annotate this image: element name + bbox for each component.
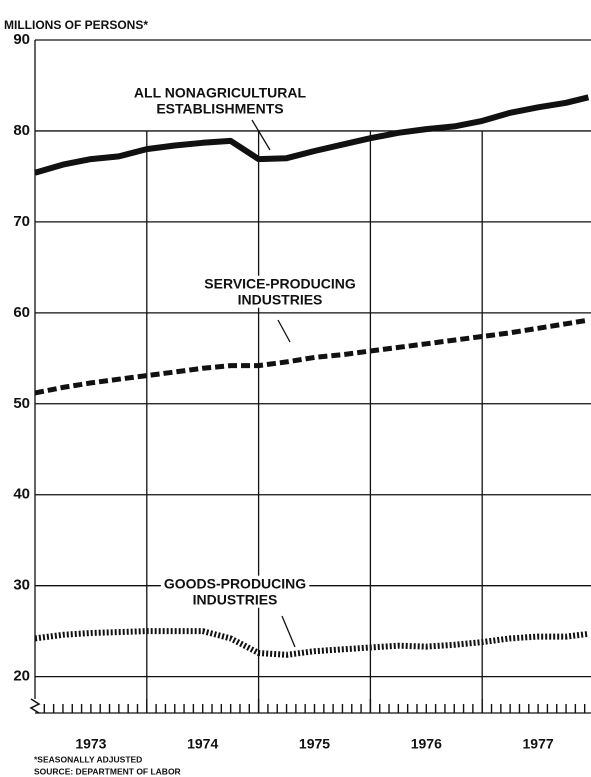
- label-bg: [160, 575, 310, 592]
- series-label: GOODS-PRODUCING: [164, 576, 306, 592]
- y-tick-label: 30: [13, 577, 30, 594]
- x-tick-label: 1974: [187, 736, 218, 752]
- y-tick-label: 50: [13, 395, 30, 412]
- series-line: [34, 628, 589, 658]
- series-line: [34, 94, 590, 176]
- label-bg: [189, 591, 281, 608]
- y-tick-label: 80: [13, 122, 30, 139]
- label-bg: [130, 84, 310, 101]
- footnote: *SEASONALLY ADJUSTED: [34, 754, 142, 764]
- label-bg: [234, 291, 326, 308]
- x-tick-label: 1977: [523, 736, 554, 752]
- x-tick-label: 1976: [411, 736, 442, 752]
- label-bg: [153, 100, 287, 117]
- series-label: SERVICE-PRODUCING: [204, 276, 356, 292]
- y-tick-label: 60: [13, 304, 30, 321]
- leader-line: [251, 119, 271, 151]
- series-line: [34, 317, 589, 396]
- series-label: ALL NONAGRICULTURAL: [134, 85, 307, 101]
- series-label: ESTABLISHMENTS: [156, 101, 283, 117]
- series-label: INDUSTRIES: [238, 292, 323, 308]
- series-label: INDUSTRIES: [193, 592, 278, 608]
- y-tick-label: 90: [13, 31, 30, 48]
- footnote: SOURCE: DEPARTMENT OF LABOR: [34, 766, 181, 776]
- leader-line: [281, 615, 296, 648]
- x-tick-label: 1973: [75, 736, 106, 752]
- y-axis-label: MILLIONS OF PERSONS*: [4, 18, 148, 32]
- y-tick-label: 20: [13, 668, 30, 685]
- y-tick-label: 70: [13, 213, 30, 230]
- y-tick-label: 40: [13, 486, 30, 503]
- axis-break: [29, 698, 41, 714]
- x-tick-label: 1975: [299, 736, 330, 752]
- label-bg: [201, 275, 359, 292]
- leader-line: [277, 319, 291, 343]
